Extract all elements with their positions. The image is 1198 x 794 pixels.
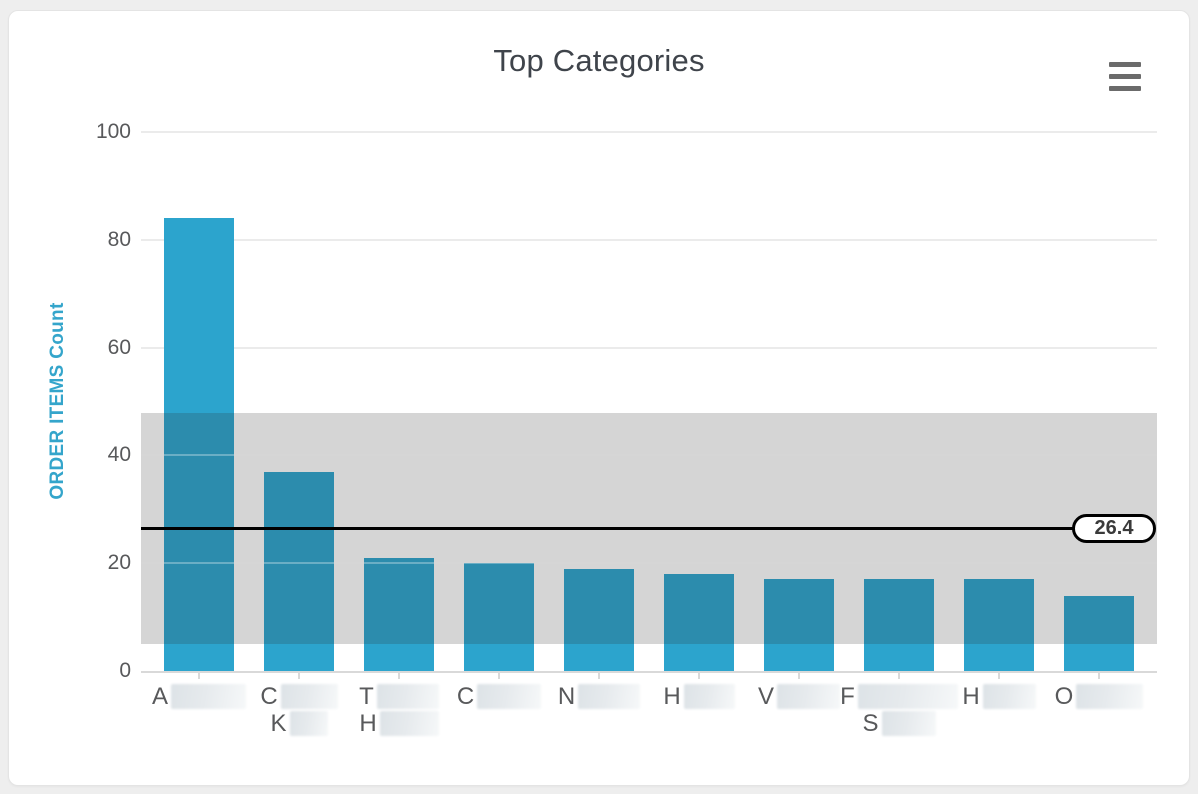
redacted-label-box <box>683 684 735 709</box>
x-axis-label: V <box>733 683 865 710</box>
x-axis-label-text: T <box>359 683 374 710</box>
x-axis-tick <box>498 673 500 679</box>
chart-bar[interactable] <box>464 563 534 671</box>
chart-bar[interactable] <box>164 218 234 671</box>
x-axis-label: H <box>933 683 1065 710</box>
hamburger-menu-icon <box>1109 62 1141 91</box>
x-axis-label-line: K <box>270 710 328 737</box>
x-axis-label-text: A <box>151 683 168 710</box>
x-axis-label-line: H <box>962 683 1036 710</box>
x-axis-label-line: H <box>663 683 735 710</box>
chart-title: Top Categories <box>493 43 705 78</box>
y-axis-tick-label: 0 <box>119 659 131 682</box>
x-axis-tick <box>298 673 300 679</box>
mean-value-label: 26.4 <box>1072 514 1156 544</box>
x-axis-label: A <box>133 683 265 710</box>
x-axis-label-text: H <box>663 683 681 710</box>
chart-card: Top Categories ORDER ITEMS Count 0 20 40 60… <box>8 10 1190 786</box>
x-axis-label: N <box>533 683 665 710</box>
chart-bar[interactable] <box>764 579 834 671</box>
x-axis-label-text: V <box>757 683 774 710</box>
y-axis-tick-label: 100 <box>95 120 131 143</box>
redacted-label-box <box>280 684 338 709</box>
redacted-label-box <box>376 684 439 709</box>
redacted-label-box <box>1076 684 1144 709</box>
y-axis-tick-label: 40 <box>107 443 131 467</box>
redacted-label-box <box>578 684 641 709</box>
x-axis-line <box>141 671 1157 673</box>
x-axis-label-text: O <box>1054 683 1074 710</box>
x-axis-label: C <box>433 683 565 710</box>
x-axis-label-line: O <box>1055 683 1144 710</box>
y-gridline <box>141 131 1157 133</box>
y-axis-tick-label: 60 <box>107 335 131 359</box>
x-axis-tick <box>698 673 700 679</box>
x-axis-label-line: T <box>359 683 439 710</box>
x-axis-label-line: N <box>557 683 641 710</box>
chart-bar[interactable] <box>564 568 634 671</box>
x-axis-label: O <box>1033 683 1165 710</box>
y-gridline <box>141 346 1157 349</box>
redacted-label-box <box>857 684 958 709</box>
x-axis-label: H <box>633 683 765 710</box>
x-axis-label-line: C <box>456 683 542 710</box>
x-axis-label-line: S <box>862 710 936 737</box>
y-gridline <box>141 238 1157 241</box>
redacted-label-box <box>777 684 840 709</box>
x-axis-label-text: S <box>862 710 879 737</box>
chart-bar[interactable] <box>264 471 334 671</box>
redacted-label-box <box>477 684 542 709</box>
x-axis-label-text: N <box>557 683 576 710</box>
x-axis-tick <box>1098 673 1100 679</box>
x-axis-label-text: K <box>270 710 287 737</box>
x-axis-label-line: F <box>840 683 958 710</box>
mean-value-text: 26.4 <box>1094 517 1134 540</box>
band-gridline-highlight <box>141 562 1157 565</box>
chart-bar[interactable] <box>364 557 434 671</box>
x-axis-tick <box>798 673 800 679</box>
chart-bar[interactable] <box>1064 595 1134 671</box>
redacted-label-box <box>982 684 1036 709</box>
x-axis-label-text: H <box>962 683 980 710</box>
y-gridline <box>141 562 1157 565</box>
x-axis-label-text: F <box>840 683 855 710</box>
x-axis-label-line: A <box>152 683 246 710</box>
x-axis-tick <box>398 673 400 679</box>
chart-bar[interactable] <box>964 579 1034 671</box>
x-axis-tick <box>198 673 200 679</box>
x-axis-label-text: H <box>359 710 377 737</box>
redacted-label-box <box>171 684 246 709</box>
redacted-label-box <box>289 711 328 736</box>
chart-context-menu-button[interactable] <box>1105 58 1145 95</box>
y-axis-tick-label: 20 <box>107 551 131 575</box>
y-gridline <box>141 454 1157 457</box>
chart-bar[interactable] <box>864 579 934 671</box>
x-axis-label-text: C <box>260 683 278 710</box>
mean-line <box>141 527 1077 531</box>
redacted-label-box <box>881 711 936 736</box>
x-axis-label-line: C <box>260 683 338 710</box>
x-axis-label-line: H <box>359 710 439 737</box>
x-axis-tick <box>598 673 600 679</box>
x-axis-tick <box>898 673 900 679</box>
band-gridline-highlight <box>141 454 1157 457</box>
redacted-label-box <box>379 711 439 736</box>
x-axis-label-line: V <box>758 683 840 710</box>
chart-bar[interactable] <box>664 573 734 671</box>
y-axis-tick-label: 80 <box>107 227 131 251</box>
x-axis-tick <box>998 673 1000 679</box>
x-axis-label-text: C <box>456 683 475 710</box>
